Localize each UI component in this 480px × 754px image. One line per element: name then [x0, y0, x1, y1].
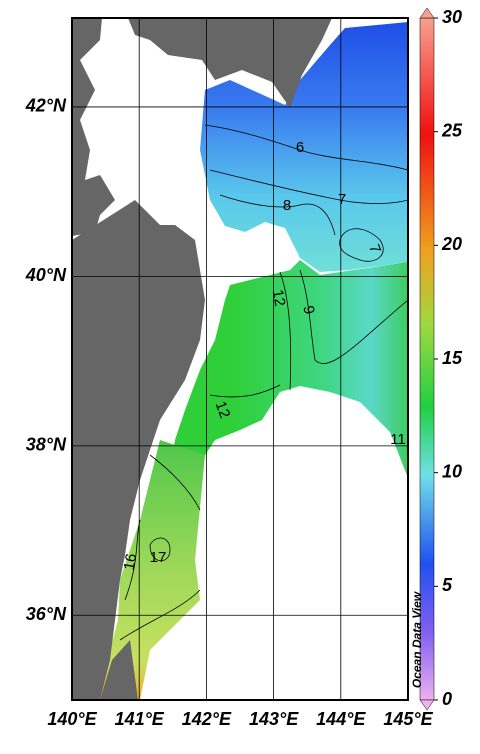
land [128, 18, 332, 108]
y-tick-label: 36°N [26, 604, 67, 624]
contour-label: 8 [283, 197, 291, 214]
ocean-field-south [100, 440, 205, 700]
x-tick-label: 141°E [115, 709, 165, 729]
land [72, 200, 205, 700]
contour-line [209, 169, 408, 204]
colorbar-tick-label: 15 [442, 348, 463, 368]
contour-label: 16 [121, 552, 141, 571]
contour-label: 6 [296, 139, 304, 156]
colorbar-tick-label: 20 [441, 234, 462, 254]
contour-label: 12 [269, 288, 289, 307]
x-tick-label: 144°E [316, 709, 366, 729]
contour-label: 17 [150, 549, 167, 566]
colorbar-tick-label: 30 [442, 7, 462, 27]
contour-label: 7 [338, 191, 346, 208]
y-tick-label: 42°N [25, 96, 67, 116]
colorbar-tick-label: 25 [441, 120, 463, 140]
contour-line [219, 194, 336, 236]
x-tick-label: 142°E [182, 709, 232, 729]
colorbar-tick-label: 0 [442, 689, 452, 709]
y-tick-label: 38°N [26, 435, 67, 455]
contour-label: 9 [299, 304, 317, 315]
y-tick-label: 40°N [25, 265, 67, 285]
colorbar-tick-label: 5 [442, 575, 453, 595]
contour-line [279, 271, 292, 391]
map-frame [71, 17, 409, 701]
contour-line [299, 269, 408, 364]
map-field [72, 18, 408, 700]
contour-line [149, 537, 171, 562]
contour-line [149, 454, 201, 511]
contour-label: 11 [390, 431, 406, 448]
colorbar-extend-bottom [419, 699, 435, 711]
colorbar-extend-top [419, 7, 435, 19]
contour-line [339, 228, 384, 262]
contour-line [204, 124, 408, 171]
x-tick-label: 145°E [383, 709, 433, 729]
land [72, 18, 115, 236]
ocean-field-north [200, 22, 408, 272]
land [100, 640, 138, 700]
x-tick-label: 140°E [47, 709, 97, 729]
x-tick-label: 143°E [249, 709, 299, 729]
colorbar-tick-label: 10 [442, 461, 462, 481]
contour-line [209, 384, 281, 398]
contour-line [124, 519, 141, 601]
ocean-field-middle [160, 260, 408, 520]
watermark: Ocean Data View [410, 591, 424, 688]
contour-label: 12 [212, 399, 234, 420]
